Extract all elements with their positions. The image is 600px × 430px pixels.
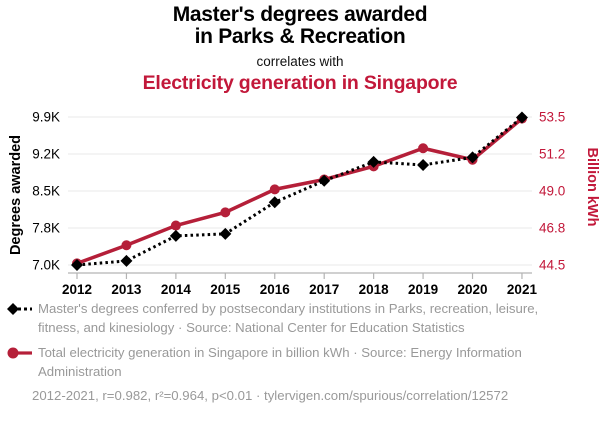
legend-text-electricity: Total electricity generation in Singapor… xyxy=(38,345,522,379)
x-tick-label: 2012 xyxy=(62,282,92,297)
left-tick-label: 7.0K xyxy=(32,258,60,273)
legend-text-degrees: Master's degrees conferred by postsecond… xyxy=(38,301,539,335)
chart-title-line2: in Parks & Recreation xyxy=(194,25,406,48)
chart-header: Master's degrees awarded in Parks & Recr… xyxy=(0,3,600,94)
right-tick-label: 49.0 xyxy=(539,184,565,199)
x-tick-label: 2018 xyxy=(359,282,390,297)
series-line xyxy=(76,116,523,267)
circle-marker xyxy=(220,207,231,218)
right-tick-label: 53.5 xyxy=(539,110,565,125)
diamond-marker xyxy=(120,254,133,267)
correlates-with-text: correlates with xyxy=(256,54,344,69)
left-tick-label: 7.8K xyxy=(32,221,60,236)
stats-footer: 2012-2021, r=0.982, r²=0.964, p<0.01 · t… xyxy=(32,388,509,403)
circle-marker xyxy=(418,143,429,154)
diamond-marker xyxy=(515,111,528,124)
series-line xyxy=(76,117,524,265)
x-tick-label: 2013 xyxy=(111,282,142,297)
x-tick-label: 2016 xyxy=(260,282,291,297)
diamond-marker xyxy=(169,229,182,242)
x-tick-label: 2017 xyxy=(309,282,339,297)
diamond-marker xyxy=(466,151,479,164)
diamond-marker xyxy=(219,227,232,240)
x-tick-label: 2014 xyxy=(161,282,192,297)
left-axis-title: Degrees awarded xyxy=(8,135,24,255)
chart-subtitle: Electricity generation in Singapore xyxy=(142,72,458,94)
right-tick-label: 51.2 xyxy=(539,147,565,162)
circle-marker xyxy=(121,240,132,251)
right-axis-title: Billion kWh xyxy=(584,148,600,227)
diamond-marker xyxy=(367,155,380,168)
x-axis: 2012 2013 2014 2015 2016 2017 2018 2019 2020 2021 xyxy=(62,272,538,297)
legend-item-degrees: Master's degrees conferred by postsecond… xyxy=(6,300,594,337)
left-tick-label: 9.2K xyxy=(32,147,60,162)
black-diamond-dotted-line-icon xyxy=(7,303,32,315)
circle-marker xyxy=(170,220,181,231)
red-circle-solid-line-icon xyxy=(7,347,32,359)
legend-item-electricity: Total electricity generation in Singapor… xyxy=(6,344,594,381)
x-tick-label: 2015 xyxy=(210,282,241,297)
chart-title-line1: Master's degrees awarded xyxy=(172,3,428,26)
circle-marker xyxy=(269,184,280,195)
x-tick-label: 2020 xyxy=(457,282,487,297)
diamond-marker xyxy=(71,259,83,271)
right-tick-label: 46.8 xyxy=(539,221,565,236)
left-tick-label: 8.5K xyxy=(32,184,60,199)
diamond-marker xyxy=(268,196,281,209)
left-tick-label: 9.9K xyxy=(32,110,60,125)
x-tick-label: 2021 xyxy=(507,282,538,297)
diamond-marker xyxy=(417,158,430,171)
right-tick-label: 44.5 xyxy=(539,258,565,273)
diamond-marker xyxy=(318,174,331,187)
chart-legend: Master's degrees conferred by postsecond… xyxy=(6,300,594,403)
dual-axis-line-chart: 2012 2013 2014 2015 2016 2017 2018 2019 2020 2021… xyxy=(8,110,600,298)
series-degrees xyxy=(71,111,528,271)
x-tick-label: 2019 xyxy=(408,282,438,297)
y-axis-labels: 7.0K 44.5 7.8K 46.8 8.5K 49.0 9.2K 51.2 9.9K 53.5 xyxy=(32,110,565,273)
